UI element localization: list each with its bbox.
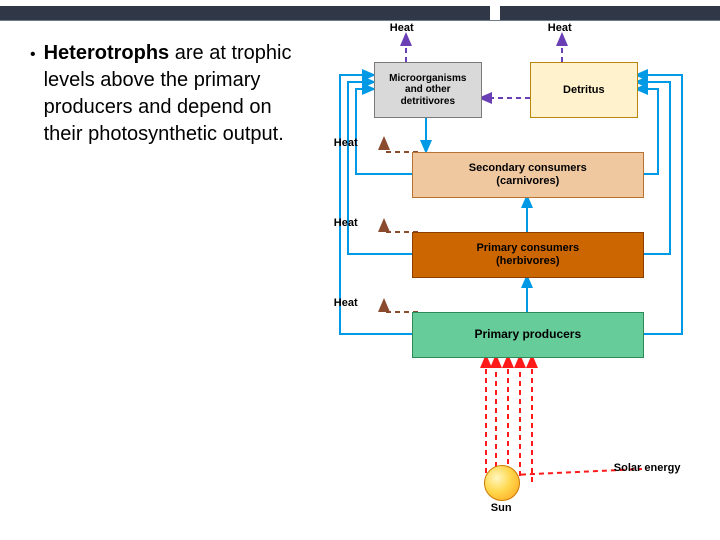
box-primary_cons-line1: Primary consumers [476, 242, 579, 255]
label-solar: Solar energy [614, 462, 681, 474]
topbar-underline [0, 20, 720, 21]
label-heat1: Heat [390, 22, 414, 34]
bullet-bold-term: Heterotrophs [44, 42, 170, 64]
label-sun: Sun [491, 502, 512, 514]
topbar-seg-1 [0, 6, 490, 20]
bullet-item: • Heterotrophs are at trophic levels abo… [30, 40, 316, 148]
box-detritivores-line3: detritivores [401, 96, 455, 108]
label-heat5: Heat [334, 297, 358, 309]
box-primary_cons: Primary consumers(herbivores) [412, 232, 644, 278]
box-secondary: Secondary consumers(carnivores) [412, 152, 644, 198]
box-secondary-line1: Secondary consumers [469, 162, 587, 175]
box-producers: Primary producers [412, 312, 644, 358]
box-secondary-line2: (carnivores) [496, 175, 559, 188]
box-detritivores-line2: and other [405, 84, 451, 96]
label-heat2: Heat [548, 22, 572, 34]
text-column: • Heterotrophs are at trophic levels abo… [0, 22, 326, 540]
box-producers-line1: Primary producers [474, 328, 581, 342]
box-detritivores-line1: Microorganisms [389, 73, 466, 85]
bullet-marker: • [30, 46, 36, 148]
box-detritivores: Microorganismsand otherdetritivores [374, 62, 482, 118]
label-heat4: Heat [334, 217, 358, 229]
box-detritus: Detritus [530, 62, 638, 118]
topbar-seg-2 [500, 6, 720, 20]
bullet-text: Heterotrophs are at trophic levels above… [44, 40, 316, 148]
label-heat3: Heat [334, 137, 358, 149]
trophic-diagram: Microorganismsand otherdetritivores Detri… [326, 22, 720, 540]
box-primary_cons-line2: (herbivores) [496, 255, 560, 268]
title-bar [0, 0, 720, 22]
box-detritus-line1: Detritus [563, 84, 605, 97]
sun-icon [484, 465, 520, 501]
content-area: • Heterotrophs are at trophic levels abo… [0, 22, 720, 540]
